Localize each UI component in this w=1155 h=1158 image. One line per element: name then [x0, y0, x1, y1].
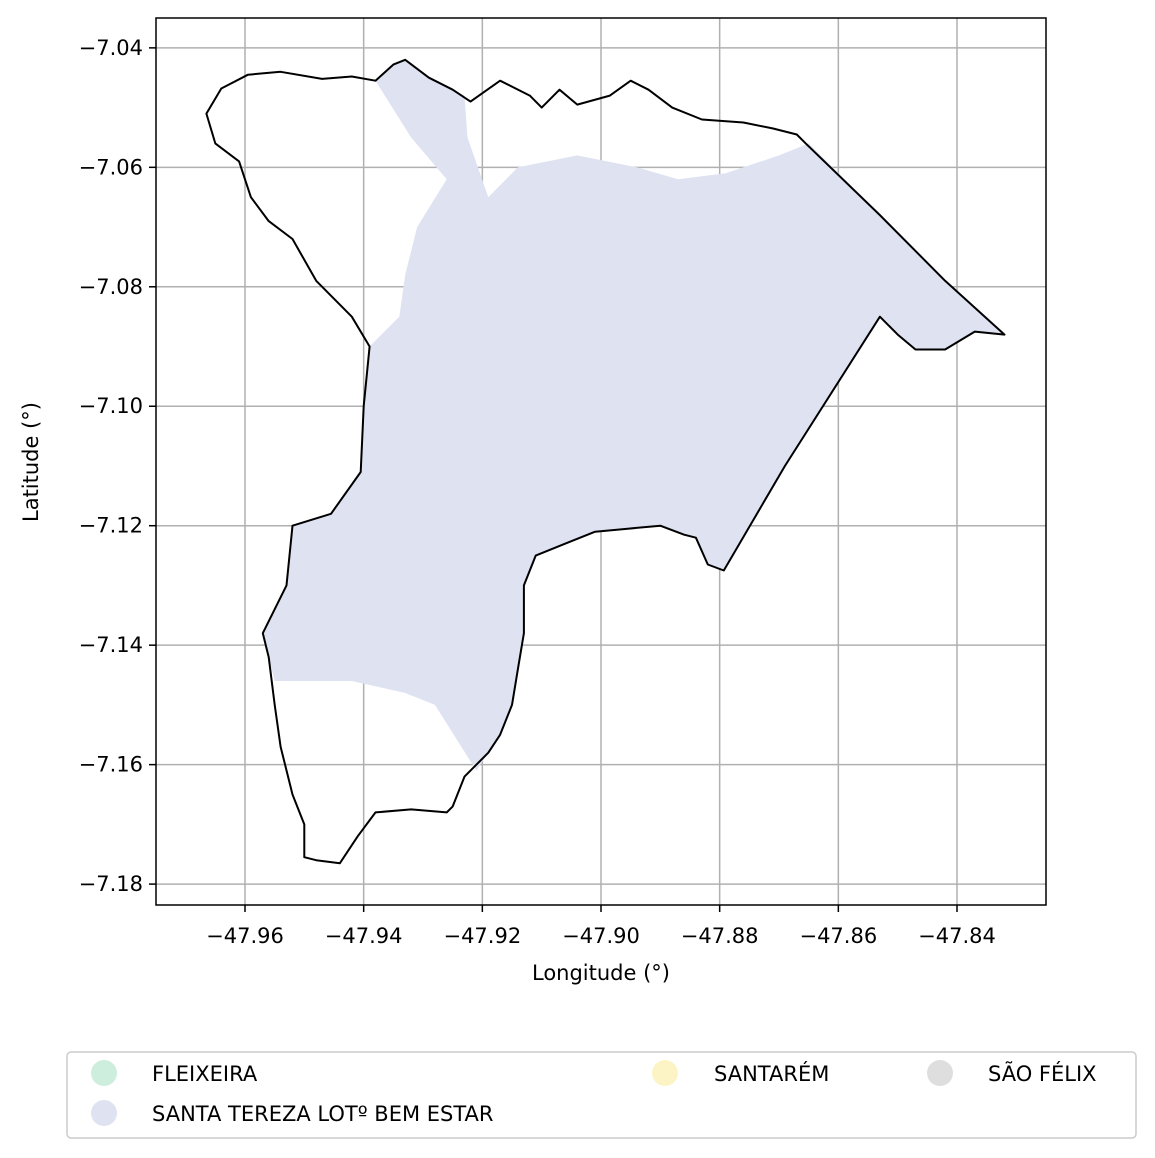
legend-label-sao-felix: SÃO FÉLIX	[988, 1060, 1097, 1086]
legend: FLEIXEIRA SANTA TEREZA LOTº BEM ESTAR SA…	[66, 1051, 1137, 1139]
x-axis-ticks: −47.96 −47.94 −47.92 −47.90 −47.88 −47.86 −47.…	[206, 905, 996, 948]
legend-marker-sao-felix	[927, 1060, 953, 1086]
y-tick-label-6: −7.16	[79, 753, 143, 777]
y-tick-label-0: −7.04	[79, 36, 143, 60]
x-tick-label-5: −47.86	[799, 924, 877, 948]
legend-entry-santarem: SANTARÉM	[652, 1060, 829, 1086]
x-tick-label-2: −47.92	[443, 924, 521, 948]
map-area-santa-tereza	[262, 59, 1005, 771]
legend-entry-santa-tereza: SANTA TEREZA LOTº BEM ESTAR	[91, 1100, 494, 1126]
y-tick-label-7: −7.18	[79, 872, 143, 896]
x-tick-label-3: −47.90	[562, 924, 640, 948]
y-tick-label-1: −7.06	[79, 155, 143, 179]
x-tick-label-6: −47.84	[918, 924, 996, 948]
x-tick-label-4: −47.88	[681, 924, 759, 948]
y-axis-label: Latitude (°)	[19, 402, 43, 522]
boundary-outline	[205, 58, 1006, 865]
y-tick-label-5: −7.14	[79, 633, 143, 657]
x-tick-label-0: −47.96	[206, 924, 284, 948]
x-axis-label: Longitude (°)	[532, 961, 670, 985]
legend-entry-sao-felix: SÃO FÉLIX	[927, 1060, 1097, 1086]
y-tick-label-4: −7.12	[79, 514, 143, 538]
legend-marker-santa-tereza	[91, 1100, 117, 1126]
y-axis-ticks: −7.04 −7.06 −7.08 −7.10 −7.12 −7.14 −7.16 −7.18	[79, 36, 156, 896]
legend-label-santarem: SANTARÉM	[714, 1061, 829, 1086]
y-tick-label-2: −7.08	[79, 275, 143, 299]
legend-label-santa-tereza: SANTA TEREZA LOTº BEM ESTAR	[152, 1102, 494, 1126]
legend-marker-santarem	[652, 1060, 678, 1086]
legend-label-fleixeira: FLEIXEIRA	[152, 1062, 258, 1086]
plot-area	[155, 17, 1047, 906]
legend-entry-fleixeira: FLEIXEIRA	[91, 1060, 258, 1086]
x-tick-label-1: −47.94	[325, 924, 403, 948]
legend-marker-fleixeira	[91, 1060, 117, 1086]
legend-frame	[66, 1051, 1137, 1139]
y-tick-label-3: −7.10	[79, 394, 143, 418]
